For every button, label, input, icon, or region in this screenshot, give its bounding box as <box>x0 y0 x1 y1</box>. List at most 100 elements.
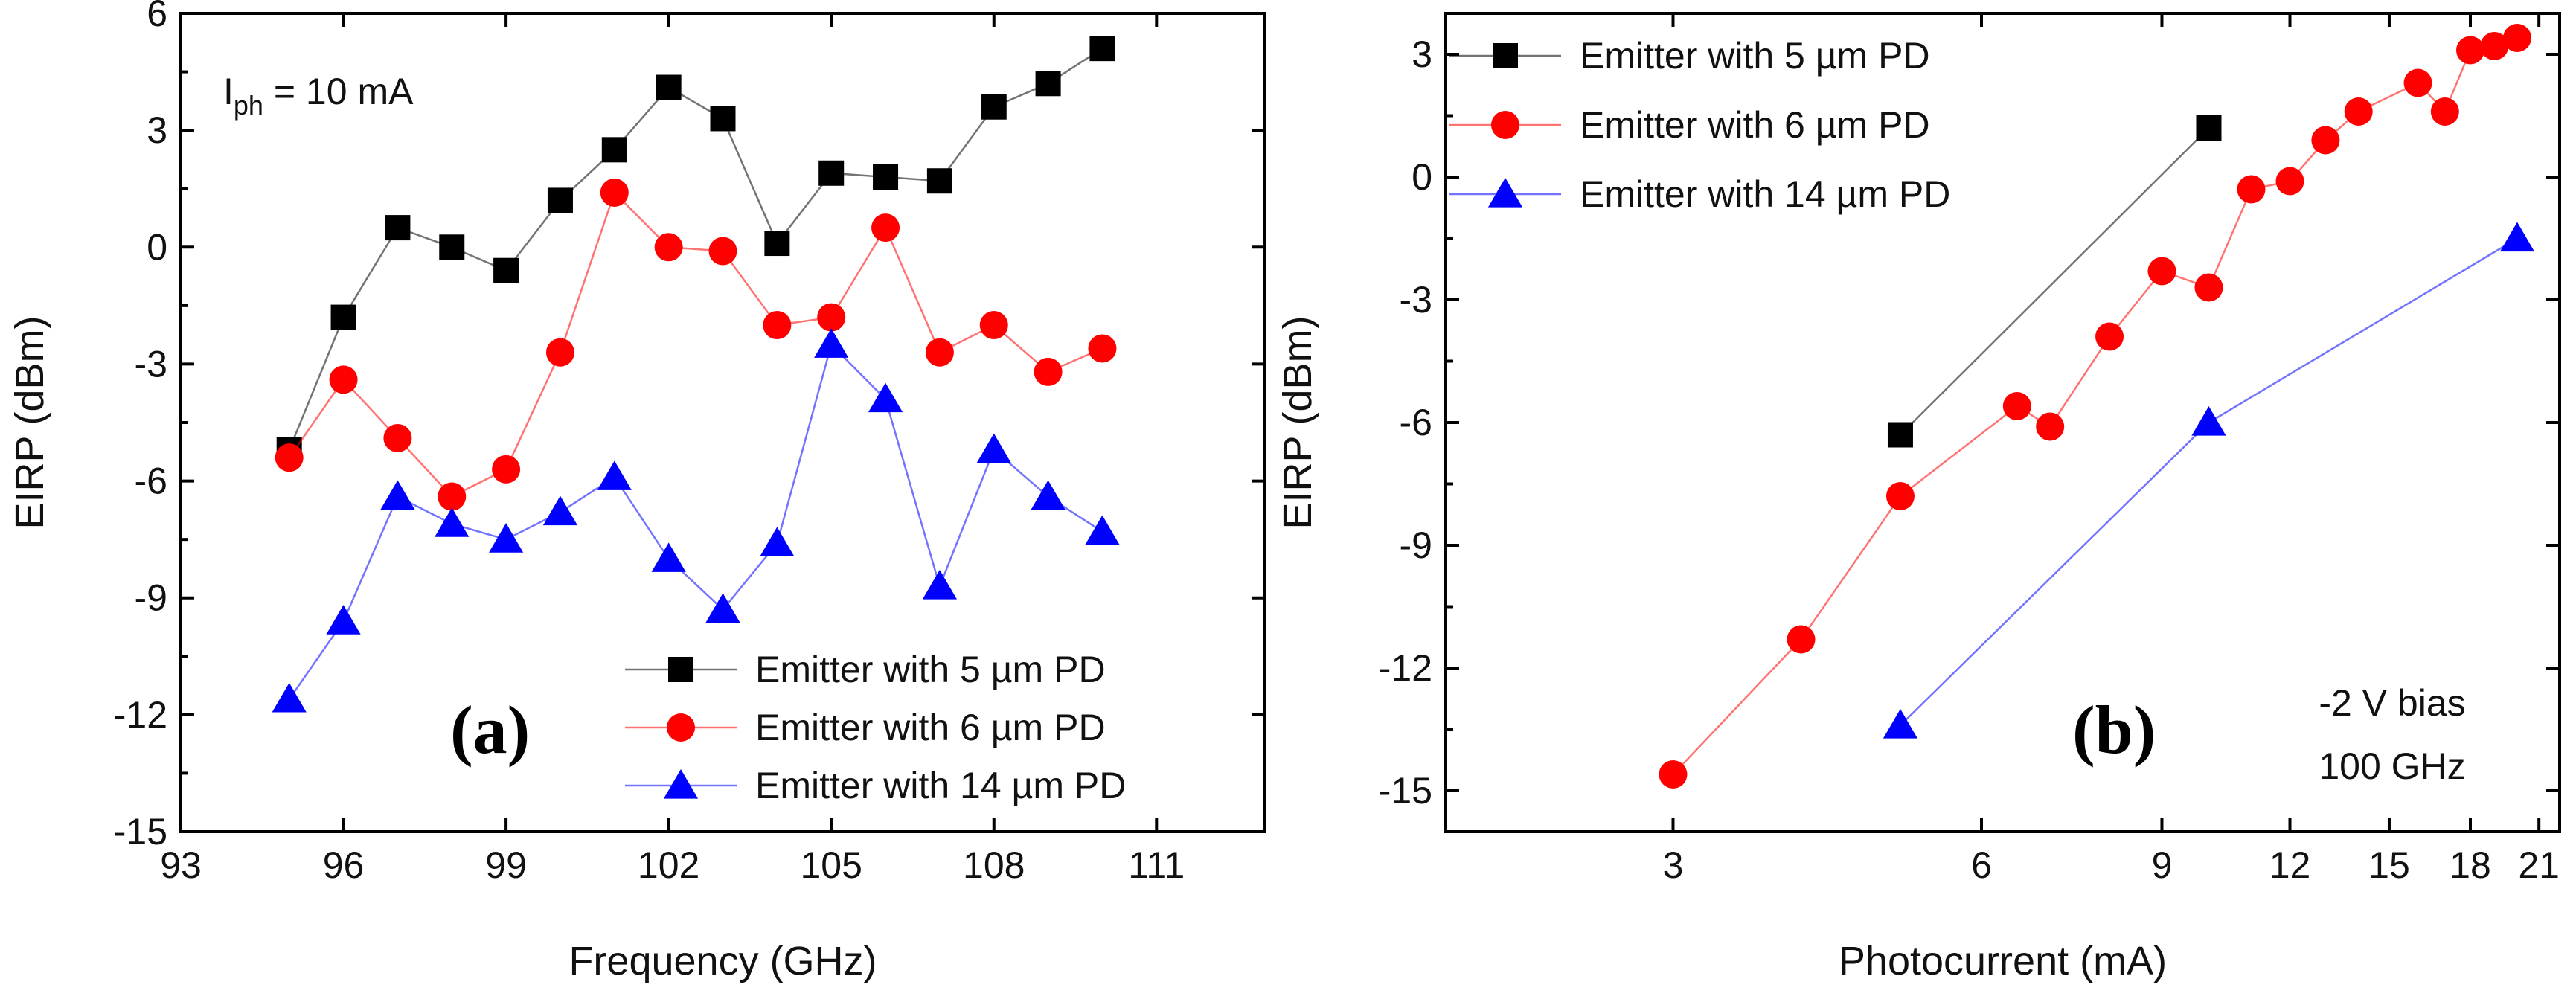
panel-a-chart: 93 96 99 102 105 108 111 -15 -12 -9 -6 -3 0 3 6 Frequen… <box>7 0 1266 983</box>
legend-marker <box>1493 43 1518 68</box>
y-tick-label: 3 <box>147 109 167 151</box>
series-line <box>1900 127 2210 436</box>
x-tick-label: 108 <box>963 844 1025 886</box>
data-point <box>2344 97 2373 126</box>
legend-marker <box>1491 111 1519 139</box>
data-point <box>2002 392 2031 420</box>
data-point <box>2275 167 2304 196</box>
y-tick-label: -6 <box>1400 402 1432 443</box>
data-point <box>818 160 845 186</box>
data-point <box>1787 625 1816 654</box>
data-point <box>979 311 1008 340</box>
current-annotation: Iph = 10 mA <box>223 71 414 121</box>
data-point <box>601 137 627 163</box>
x-tick-label: 12 <box>2269 844 2311 886</box>
data-point <box>1659 760 1688 789</box>
panel-label: (b) <box>2072 692 2156 768</box>
data-point <box>2455 36 2484 65</box>
series-emitter-with-14-m-pd <box>272 328 1120 713</box>
data-point <box>976 433 1011 463</box>
data-point <box>1089 36 1115 62</box>
legend-entry: Emitter with 14 µm PD <box>755 765 1126 806</box>
data-point <box>330 304 356 330</box>
x-tick-label: 102 <box>638 844 699 886</box>
series-emitter-with-6-m-pd <box>275 178 1117 511</box>
series-emitter-with-6-m-pd <box>1659 24 2532 789</box>
data-point <box>654 233 683 262</box>
x-tick-label: 111 <box>1128 844 1185 886</box>
data-point <box>705 593 740 623</box>
y-axis-label: EIRP (dBm) <box>7 315 52 529</box>
data-point <box>925 338 954 367</box>
data-point <box>329 365 358 394</box>
y-tick-label: -3 <box>1400 279 1432 321</box>
data-point <box>435 507 470 537</box>
y-tick-label: -12 <box>114 694 167 736</box>
data-point <box>764 231 790 257</box>
legend-marker <box>668 657 693 682</box>
data-point <box>2311 126 2340 155</box>
data-point <box>2191 406 2226 436</box>
y-tick-label: -9 <box>135 577 167 619</box>
data-point <box>383 423 412 452</box>
legend-marker <box>1487 178 1523 208</box>
annotation-sub: ph <box>234 90 263 121</box>
y-tick-label: -3 <box>135 343 167 385</box>
x-tick-label: 99 <box>485 844 527 886</box>
series-line <box>288 342 1103 700</box>
data-point <box>1883 709 1918 739</box>
y-tick-label: 0 <box>1412 156 1432 198</box>
data-point <box>763 311 792 340</box>
legend-entry: Emitter with 6 µm PD <box>1580 104 1930 146</box>
data-point <box>2480 32 2509 60</box>
data-point <box>597 460 632 490</box>
data-point <box>2036 412 2065 441</box>
data-point <box>868 382 903 413</box>
data-point <box>922 570 957 600</box>
data-point <box>1035 71 1061 97</box>
data-point <box>656 74 682 100</box>
data-point <box>926 168 952 194</box>
data-point <box>710 106 736 132</box>
data-point <box>542 495 578 526</box>
y-axis-label: EIRP (dBm) <box>1275 315 1320 529</box>
series-line <box>288 190 1103 498</box>
data-point <box>1887 422 1913 448</box>
data-point <box>439 234 465 260</box>
x-tick-label: 96 <box>323 844 365 886</box>
data-point <box>1034 357 1063 386</box>
data-point <box>2499 222 2535 252</box>
data-point <box>545 338 574 367</box>
x-axis-label: Photocurrent (mA) <box>1839 939 2167 983</box>
x-tick-label: 105 <box>800 844 862 886</box>
y-tick-label: -9 <box>1400 524 1432 566</box>
data-point <box>326 605 361 635</box>
data-point <box>385 215 411 241</box>
legend: Emitter with 5 µm PD Emitter with 6 µm PD… <box>1449 35 1950 215</box>
legend: Emitter with 5 µm PD Emitter with 6 µm PD… <box>625 649 1126 806</box>
data-point <box>2196 115 2222 141</box>
data-point <box>1088 334 1117 363</box>
series-emitter-with-5-m-pd <box>1887 115 2222 448</box>
data-point <box>817 303 846 332</box>
data-point <box>760 527 795 556</box>
series-line <box>1900 237 2518 726</box>
data-point <box>2403 68 2432 97</box>
y-tick-label: -12 <box>1379 647 1432 689</box>
y-tick-label: 6 <box>147 0 167 34</box>
y-tick-label: 3 <box>1412 33 1432 75</box>
panel-label: (a) <box>450 692 530 768</box>
data-point <box>2095 322 2124 351</box>
y-tick-label: 0 <box>147 226 167 268</box>
data-point <box>651 542 686 572</box>
legend-marker <box>667 713 695 742</box>
data-point <box>438 482 467 511</box>
series-line <box>288 48 1103 451</box>
data-point <box>708 237 737 266</box>
data-point <box>547 187 573 213</box>
data-point <box>1885 482 1915 510</box>
data-point <box>2147 257 2176 286</box>
annotation-main: I <box>223 71 234 112</box>
legend-entry: Emitter with 14 µm PD <box>1580 173 1950 215</box>
